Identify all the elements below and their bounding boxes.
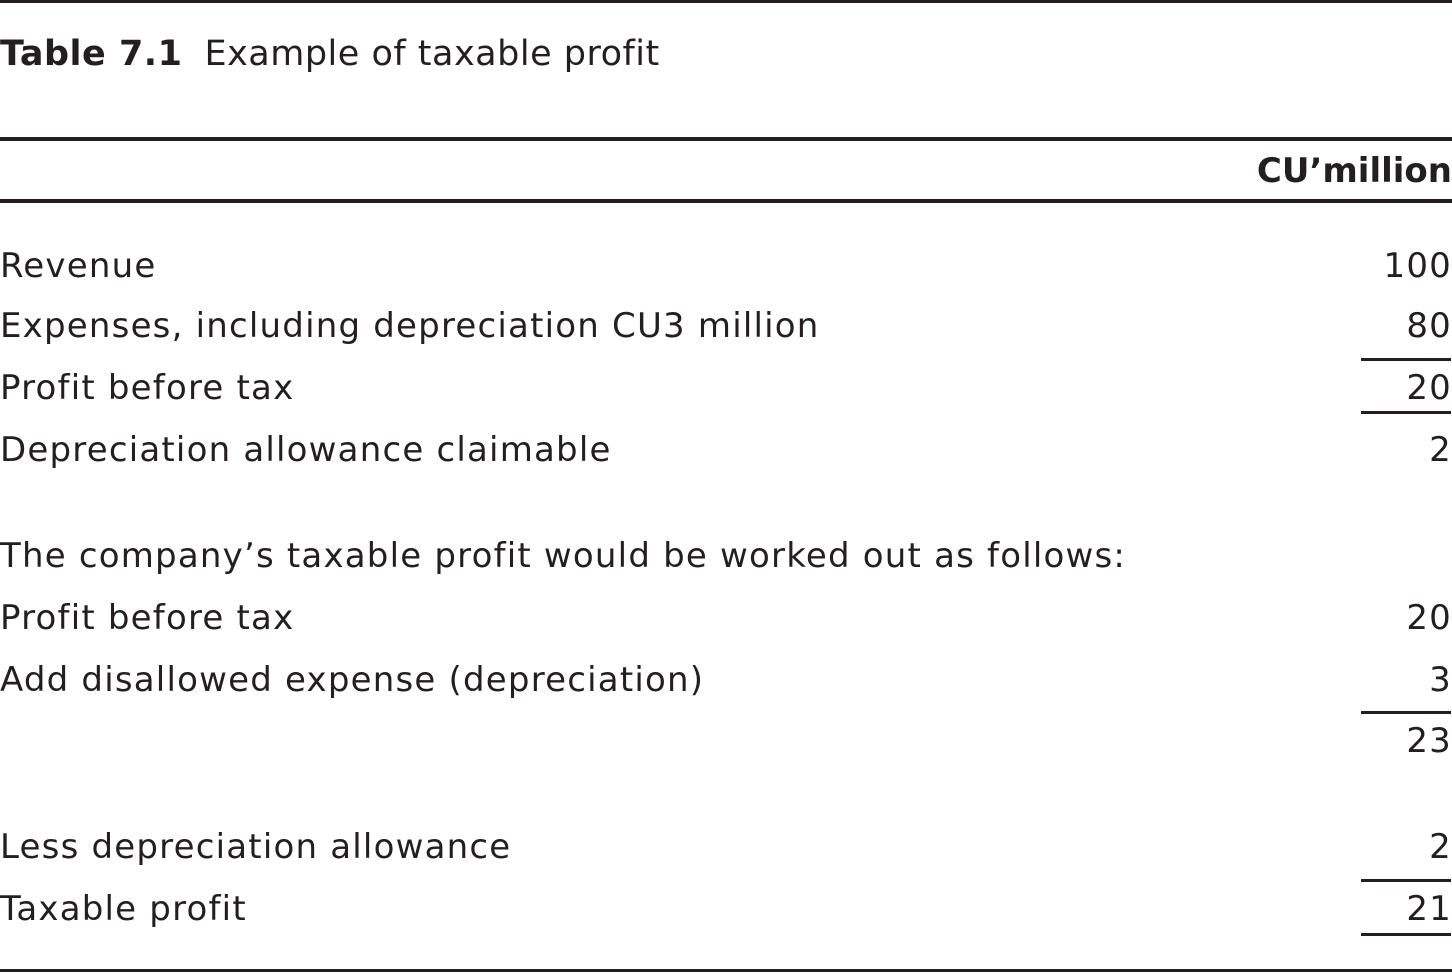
table-row: Taxable profit 21 [0, 886, 1452, 932]
final-total-rule [1361, 933, 1451, 936]
table-title: Example of taxable profit [204, 34, 660, 74]
row-label: Taxable profit [0, 889, 247, 929]
table-row: Profit before tax 20 [0, 365, 1452, 411]
header-top-rule [0, 137, 1452, 141]
row-amount: 20 [1406, 368, 1452, 408]
row-amount: 2 [1429, 430, 1452, 470]
row-amount: 21 [1406, 889, 1452, 929]
row-label: Profit before tax [0, 598, 295, 638]
table-row: Revenue 100 [0, 243, 1452, 289]
subtotal-rule [1361, 358, 1451, 361]
row-amount: 3 [1429, 660, 1452, 700]
column-header-amount: CU’million [1256, 151, 1452, 191]
row-label: Depreciation allowance claimable [0, 430, 612, 470]
table-top-rule [0, 0, 1452, 3]
table-row: Profit before tax 20 [0, 595, 1452, 641]
row-amount: 100 [1383, 246, 1452, 286]
table-row: Expenses, including depreciation CU3 mil… [0, 303, 1452, 349]
row-label: The company’s taxable profit would be wo… [0, 536, 1127, 576]
subtotal-rule [1361, 711, 1451, 714]
row-label: Less depreciation allowance [0, 827, 512, 867]
subtotal-rule [1361, 879, 1451, 882]
header-bottom-rule [0, 199, 1452, 203]
row-label: Profit before tax [0, 368, 295, 408]
table-row: Add disallowed expense (depreciation) 3 [0, 657, 1452, 703]
row-amount: 2 [1429, 827, 1452, 867]
table-number: Table 7.1 [0, 34, 183, 74]
total-rule [1361, 411, 1451, 414]
row-label: Add disallowed expense (depreciation) [0, 660, 705, 700]
table-row: Depreciation allowance claimable 2 [0, 427, 1452, 473]
row-amount: 80 [1406, 306, 1452, 346]
row-label: Revenue [0, 246, 157, 286]
row-label: Expenses, including depreciation CU3 mil… [0, 306, 820, 346]
row-amount: 20 [1406, 598, 1452, 638]
table-caption: Table 7.1 Example of taxable profit [0, 31, 660, 77]
row-amount: 23 [1406, 721, 1452, 761]
table-row: The company’s taxable profit would be wo… [0, 533, 1452, 579]
table-bottom-rule [0, 969, 1452, 972]
table-row: 23 [0, 718, 1452, 764]
table-row: Less depreciation allowance 2 [0, 824, 1452, 870]
